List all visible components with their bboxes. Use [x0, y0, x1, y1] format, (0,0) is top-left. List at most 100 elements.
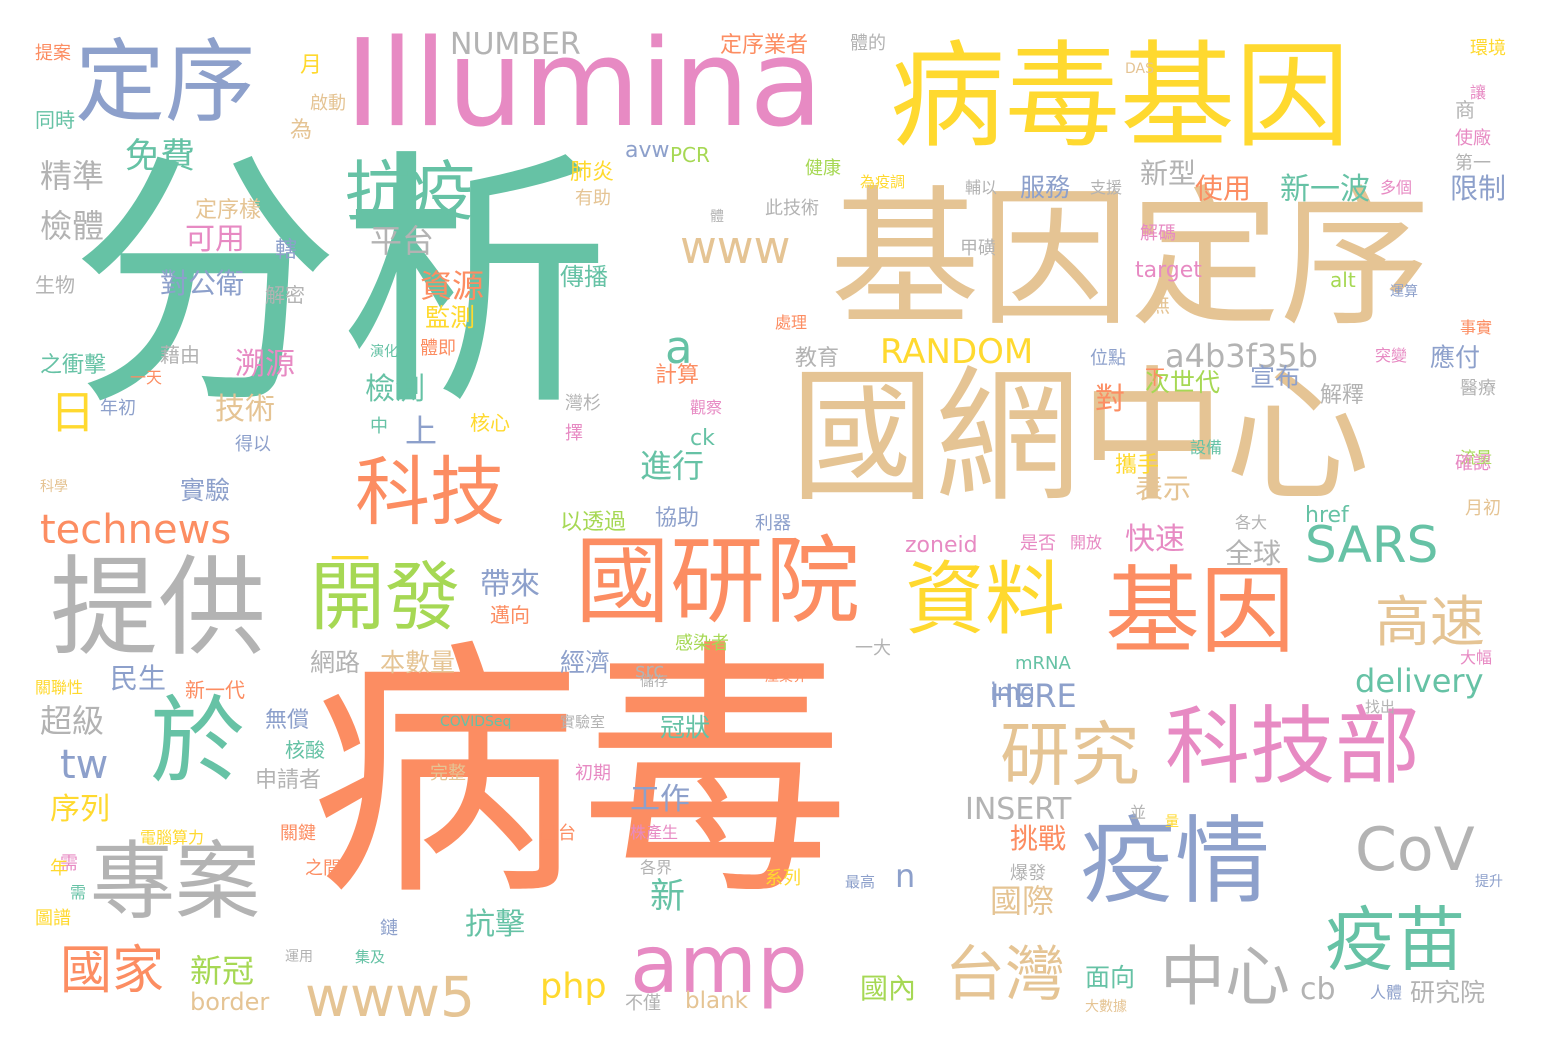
cloud-word: 計算 — [655, 363, 700, 388]
cloud-word: amp — [630, 918, 808, 1011]
cloud-word: 突變 — [1375, 346, 1408, 365]
cloud-word: 藉由 — [160, 343, 200, 367]
cloud-word: 可用 — [185, 222, 245, 257]
cloud-word: 開發 — [310, 553, 461, 641]
cloud-word: 挑戰 — [1010, 822, 1067, 855]
cloud-word: 電腦算力 — [140, 828, 205, 847]
cloud-word: 年初 — [100, 398, 136, 419]
cloud-word: 需 — [60, 853, 78, 874]
cloud-word: 多個 — [1380, 178, 1413, 197]
cloud-word: 研究 — [1000, 714, 1140, 796]
cloud-word: 擇 — [565, 423, 583, 444]
cloud-word: 應付 — [1430, 343, 1481, 372]
cloud-word: 並 — [1130, 803, 1147, 822]
cloud-word: tw — [60, 742, 109, 788]
cloud-word: www — [680, 221, 791, 274]
cloud-word: 系列 — [765, 868, 801, 889]
cloud-word: n — [895, 857, 916, 895]
cloud-word: 申請者 — [255, 768, 322, 793]
cloud-word: 表示 — [1135, 472, 1192, 505]
cloud-word: 流量 — [1460, 448, 1493, 467]
cloud-word: 初期 — [575, 763, 611, 784]
cloud-word: 關聯性 — [35, 678, 84, 697]
cloud-word: 高速 — [1375, 590, 1486, 654]
cloud-word: 台灣 — [945, 940, 1065, 1010]
cloud-word: 國際 — [990, 882, 1055, 920]
cloud-word: 新型 — [1140, 157, 1197, 190]
cloud-word: 免費 — [125, 137, 196, 177]
cloud-word: 年 — [50, 858, 68, 879]
cloud-word: 新冠 — [190, 952, 255, 990]
cloud-word: 各大 — [1235, 513, 1268, 532]
cloud-word: 處理 — [775, 313, 808, 332]
cloud-word: img — [990, 678, 1036, 706]
cloud-word: 此技術 — [765, 198, 819, 219]
cloud-word: 提供 — [50, 546, 267, 671]
cloud-word: 宣布 — [1250, 363, 1301, 392]
cloud-word: php — [540, 967, 607, 1007]
cloud-word: 民生 — [110, 662, 167, 695]
cloud-word: 使用 — [1195, 172, 1252, 205]
cloud-word: 運用 — [285, 949, 313, 965]
cloud-word: 國研院 — [575, 527, 861, 637]
cloud-word: 為疫調 — [860, 173, 906, 191]
cloud-word: zoneid — [905, 533, 978, 558]
cloud-word: 最高 — [845, 873, 876, 891]
cloud-word: 抗擊 — [465, 907, 525, 942]
cloud-word: alt — [1330, 268, 1356, 292]
cloud-word: 產業界 — [765, 669, 807, 685]
cloud-word: 國內 — [860, 972, 917, 1005]
cloud-word: 解釋 — [1320, 383, 1365, 408]
cloud-word: 事實 — [1460, 318, 1493, 337]
cloud-word: 體的 — [850, 33, 886, 54]
cloud-word: 傳播 — [560, 263, 608, 291]
cloud-word: 冠狀 — [660, 713, 711, 742]
cloud-word: technews — [40, 507, 232, 553]
cloud-word: 肺炎 — [570, 160, 615, 185]
cloud-word: 精準 — [40, 157, 105, 195]
cloud-word: 對公衛 — [160, 267, 245, 300]
cloud-word: 之間 — [305, 858, 341, 879]
cloud-word: 大數據 — [1085, 999, 1127, 1015]
cloud-word: 月初 — [1465, 498, 1501, 519]
cloud-word: 中心 — [1160, 940, 1291, 1015]
cloud-word: 演化 — [370, 344, 398, 360]
cloud-word: 限制 — [1450, 172, 1507, 205]
cloud-word: 環境 — [1470, 38, 1506, 59]
cloud-word: 工作 — [630, 782, 690, 817]
cloud-word: CoV — [1355, 815, 1475, 885]
cloud-word: 疫苗 — [1325, 899, 1465, 981]
cloud-word: 服務 — [1020, 173, 1071, 202]
cloud-word: 教育 — [795, 346, 840, 371]
cloud-word: 定序業者 — [720, 33, 809, 58]
cloud-word: 平台 — [370, 222, 435, 260]
cloud-word: 科學 — [40, 479, 68, 495]
cloud-word: 面向 — [1085, 963, 1136, 992]
cloud-word: 轄 — [275, 238, 298, 263]
cloud-word: 資源 — [420, 267, 485, 305]
cloud-word: 集及 — [355, 948, 386, 966]
cloud-word: 第一 — [1455, 153, 1491, 174]
cloud-word: 核心 — [470, 411, 510, 435]
cloud-word: 序列 — [50, 792, 110, 827]
cloud-word: 超級 — [40, 702, 105, 740]
cloud-word: 帶來 — [480, 567, 540, 602]
cloud-word: 無 — [1150, 293, 1170, 317]
cloud-word: 攜手 — [1115, 453, 1160, 478]
cloud-word: 各界 — [640, 858, 673, 877]
cloud-word: 找出 — [1365, 698, 1396, 716]
cloud-word: 科技 — [355, 448, 506, 536]
cloud-word: 於 — [150, 687, 246, 797]
cloud-word: 科技部 — [1165, 698, 1421, 797]
cloud-word: 量 — [1165, 814, 1179, 830]
cloud-word: 無償 — [265, 708, 310, 733]
cloud-word: 商 — [1455, 98, 1475, 122]
cloud-word: 病毒基因 — [890, 30, 1351, 164]
cloud-word: 下 — [1145, 365, 1165, 389]
cloud-word: 技術 — [215, 392, 275, 427]
cloud-word: 抗疫 — [345, 155, 476, 230]
cloud-word: 新一代 — [185, 678, 245, 702]
cloud-word: 位點 — [1090, 348, 1126, 369]
cloud-word: 之衝擊 — [40, 353, 107, 378]
cloud-word: 確認 — [1455, 453, 1491, 474]
